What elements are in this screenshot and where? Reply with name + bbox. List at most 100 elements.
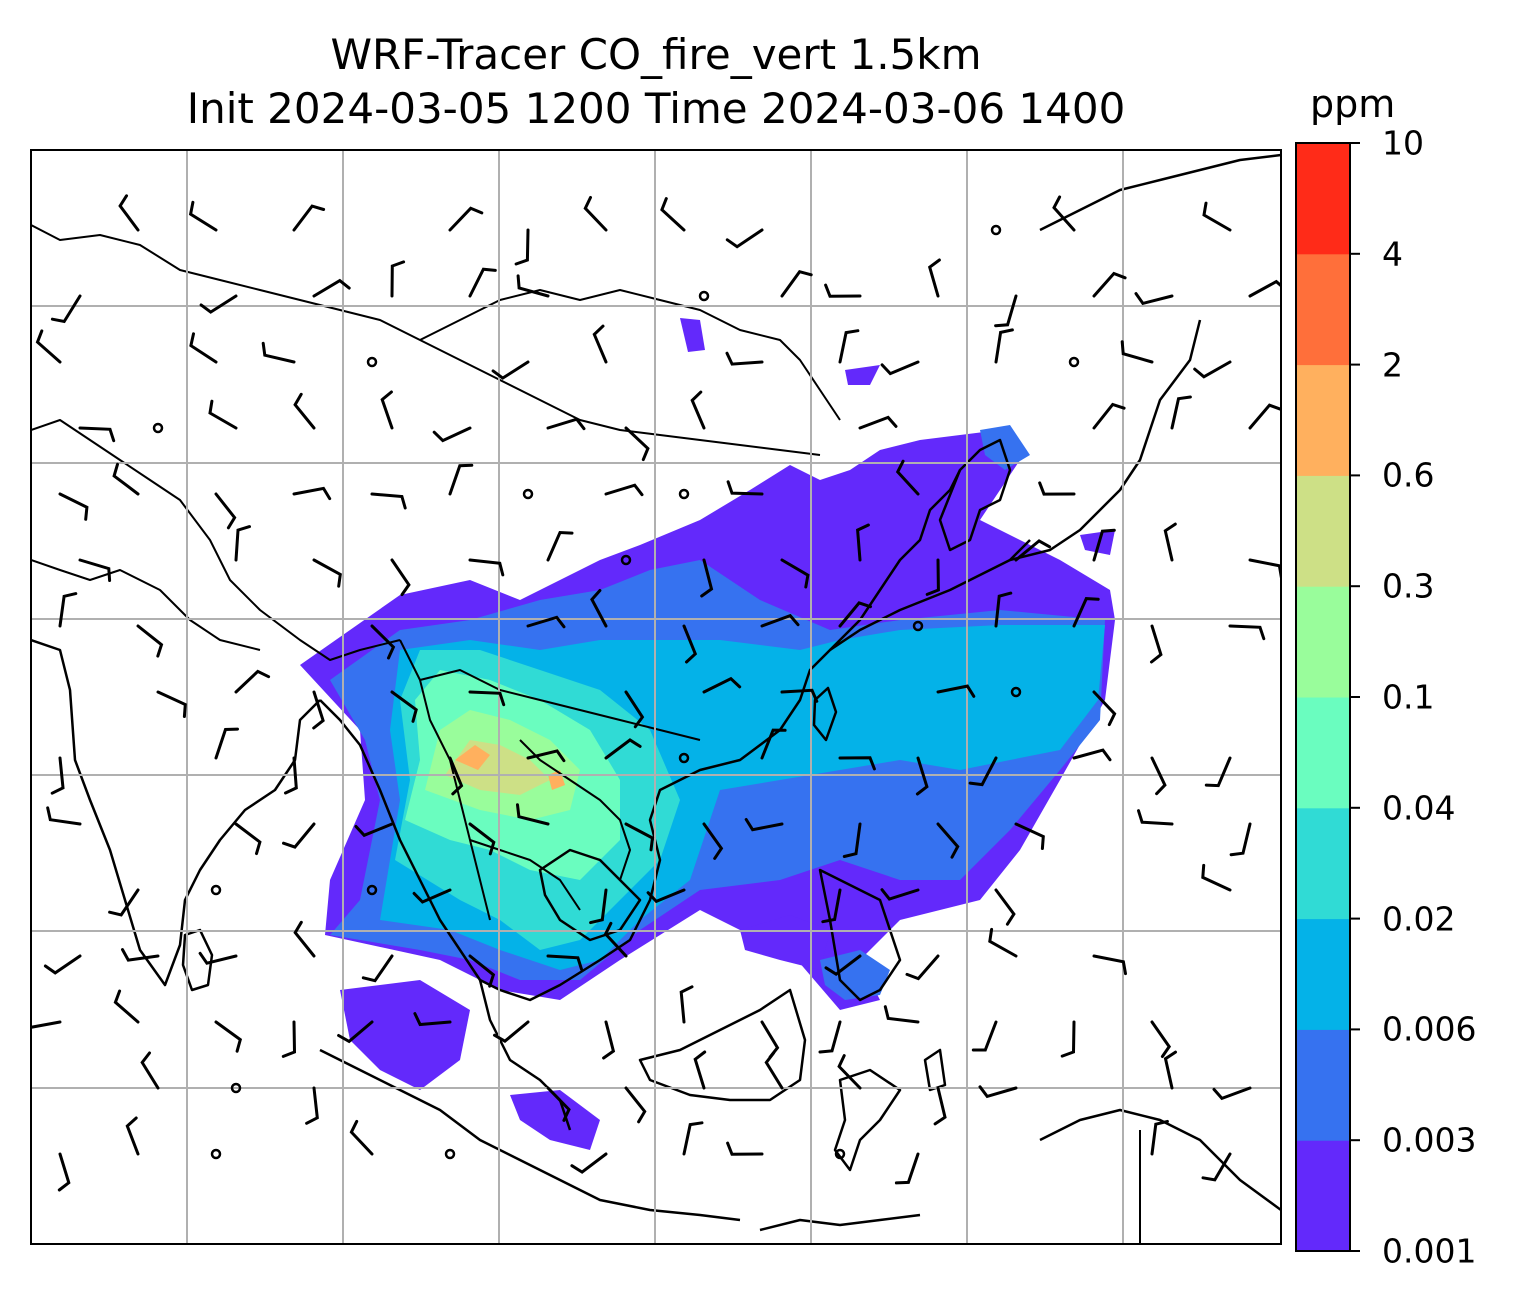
chart-title-line-1: WRF-Tracer CO_fire_vert 1.5km — [330, 30, 982, 79]
wind-barb-5 — [514, 228, 530, 266]
wind-barb-12 — [50, 294, 82, 324]
wind-barb-111 — [838, 756, 876, 771]
wind-barb-42 — [293, 392, 316, 430]
wind-barb-calm-36 — [1068, 356, 1080, 368]
contour-patch-north-2 — [680, 318, 705, 352]
coastline-indochina — [479, 539, 1031, 1002]
wind-barb-152 — [1092, 954, 1127, 976]
contour-level-0-001-south — [340, 980, 470, 1090]
wind-barb-71 — [700, 558, 714, 598]
wind-barb-calm-182 — [210, 1148, 222, 1160]
colorbar-tick-label-3: 0.02 — [1382, 899, 1456, 939]
wind-barb-86 — [838, 601, 872, 628]
border-laos-vietnam — [519, 739, 631, 881]
border-thailand — [469, 839, 581, 911]
map-plot-area — [31, 150, 1281, 1244]
wind-barb-calm-70 — [620, 554, 632, 566]
wind-barb-94 — [312, 690, 325, 730]
wind-barb-144 — [293, 920, 316, 958]
wind-barb-114 — [1072, 748, 1112, 762]
wind-barb-calm-29 — [366, 356, 378, 368]
wind-barb-2 — [188, 200, 218, 232]
colorbar-band-5 — [1296, 586, 1350, 698]
border-myanmar — [399, 639, 491, 921]
colorbar-band-9 — [1296, 143, 1350, 255]
wind-barbs — [31, 194, 1281, 1192]
coastline-korea — [938, 438, 1012, 552]
wind-barb-155 — [214, 1020, 243, 1053]
wind-barb-159 — [493, 1020, 530, 1044]
wind-barb-84 — [682, 624, 698, 664]
wind-barb-154 — [113, 989, 140, 1024]
wind-barb-174 — [764, 1051, 784, 1090]
wind-barb-17 — [516, 274, 550, 298]
wind-barb-28 — [261, 341, 296, 364]
wind-barb-178 — [1163, 1050, 1177, 1090]
wind-barb-138 — [880, 888, 920, 901]
wind-barb-32 — [725, 351, 764, 366]
wind-barb-61 — [726, 480, 764, 496]
colorbar-tick-label-0: 0.001 — [1382, 1231, 1477, 1271]
wind-barb-176 — [933, 1086, 947, 1126]
map-frame — [30, 149, 1282, 1245]
wind-barb-96 — [468, 690, 506, 707]
wind-barb-63 — [1038, 481, 1076, 496]
wind-barb-62 — [895, 459, 920, 496]
wind-barb-24 — [1134, 292, 1174, 306]
wind-barb-177 — [978, 1085, 1018, 1099]
colorbar-tick-label-2: 0.006 — [1382, 1009, 1477, 1049]
wind-barb-149 — [824, 954, 862, 977]
wind-barb-131 — [108, 888, 140, 917]
colorbar-tick-label-10: 10 — [1382, 123, 1424, 163]
wind-barb-44 — [432, 426, 472, 443]
wind-barb-calm-101 — [1010, 686, 1022, 698]
coastline-gulf-thailand — [538, 848, 642, 942]
wind-barb-102 — [1092, 690, 1117, 727]
wind-barb-27 — [189, 332, 218, 364]
wind-barb-167 — [1150, 1020, 1172, 1058]
coastline-malay — [478, 979, 572, 1131]
wind-barb-65 — [234, 525, 251, 562]
colorbar-tick-label-5: 0.1 — [1382, 677, 1435, 717]
coastlines — [31, 153, 1281, 1232]
wind-barb-41 — [208, 399, 238, 430]
wind-barb-118 — [234, 822, 262, 856]
wind-barb-52 — [58, 492, 89, 521]
wind-barb-117 — [46, 806, 82, 826]
wind-barb-20 — [824, 283, 862, 298]
contour-patch-north-3 — [845, 365, 880, 385]
contour-level-0-001-sumatra — [510, 1090, 600, 1150]
wind-barb-55 — [292, 486, 332, 501]
wind-barb-75 — [1014, 539, 1052, 562]
coastline-china-east — [829, 469, 962, 651]
coastline-russia-east — [1039, 153, 1281, 232]
wind-barb-104 — [214, 727, 239, 760]
wind-barb-180 — [57, 1152, 71, 1192]
wind-barb-59 — [604, 483, 644, 497]
wind-barb-143 — [198, 951, 238, 965]
wind-barb-168 — [140, 1051, 160, 1090]
wind-barb-85 — [760, 613, 800, 628]
colorbar-tick-label-8: 2 — [1382, 345, 1403, 385]
wind-barb-173 — [693, 1050, 707, 1090]
wind-barb-23 — [1092, 271, 1127, 298]
wind-barb-81 — [370, 624, 396, 660]
wind-barb-165 — [971, 1020, 998, 1052]
wind-barb-25 — [1248, 279, 1281, 298]
wind-barb-142 — [121, 948, 160, 962]
wind-barb-95 — [390, 690, 418, 723]
colorbar-band-7 — [1296, 364, 1350, 476]
wind-barb-14 — [312, 278, 351, 298]
wind-barb-115 — [1150, 756, 1167, 796]
wind-barb-120 — [354, 822, 394, 838]
wind-barb-33 — [838, 329, 860, 364]
wind-barb-160 — [602, 1020, 616, 1060]
wind-barb-8 — [725, 228, 764, 249]
wind-barb-151 — [988, 927, 1018, 958]
wind-barb-92 — [156, 690, 187, 718]
wind-barb-141 — [43, 954, 82, 975]
wind-barb-66 — [312, 558, 342, 588]
wind-barb-189 — [894, 1152, 920, 1185]
wind-barb-39 — [78, 426, 116, 443]
